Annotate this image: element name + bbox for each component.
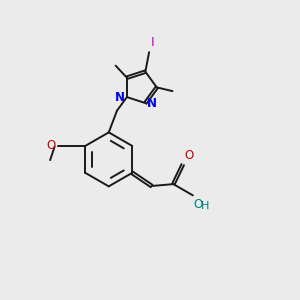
Text: I: I bbox=[151, 36, 154, 49]
Text: O: O bbox=[184, 149, 194, 162]
Text: N: N bbox=[147, 97, 157, 110]
Text: N: N bbox=[115, 91, 125, 103]
Text: H: H bbox=[201, 201, 209, 212]
Text: O: O bbox=[194, 198, 203, 212]
Text: O: O bbox=[47, 140, 56, 152]
